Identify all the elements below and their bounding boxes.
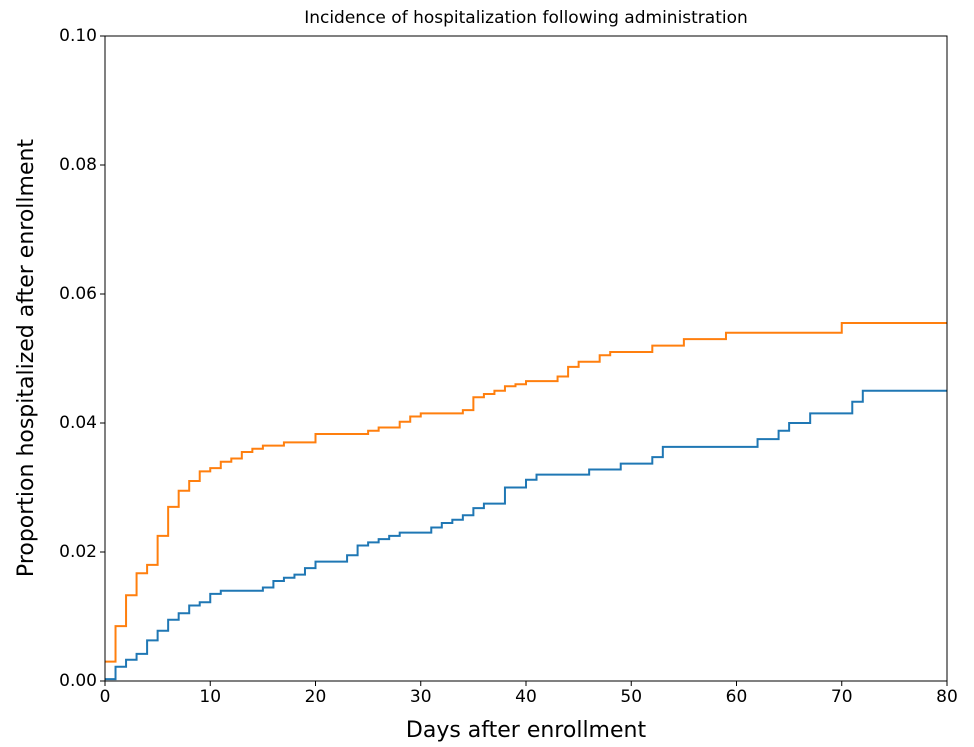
- x-tick-label: 40: [515, 687, 537, 707]
- chart-title: Incidence of hospitalization following a…: [304, 8, 748, 28]
- x-tick-label: 80: [936, 687, 958, 707]
- x-axis-label: Days after enrollment: [406, 718, 647, 743]
- y-tick-label: 0.08: [59, 155, 97, 175]
- y-tick-label: 0.00: [59, 671, 97, 691]
- step-line: [105, 322, 947, 663]
- y-tick-label: 0.10: [59, 26, 97, 46]
- x-tick-label: 20: [305, 687, 327, 707]
- x-tick-label: 60: [726, 687, 748, 707]
- y-axis-label: Proportion hospitalized after enrollment: [14, 139, 39, 577]
- x-tick-label: 50: [620, 687, 642, 707]
- x-tick-label: 0: [100, 687, 111, 707]
- plot-frame: [104, 35, 948, 682]
- y-tick-label: 0.06: [59, 284, 97, 304]
- y-tick-label: 0.04: [59, 413, 97, 433]
- step-line: [105, 389, 947, 681]
- y-tick-label: 0.02: [59, 542, 97, 562]
- x-tick-label: 10: [199, 687, 221, 707]
- x-tick-label: 70: [831, 687, 853, 707]
- x-tick-label: 30: [410, 687, 432, 707]
